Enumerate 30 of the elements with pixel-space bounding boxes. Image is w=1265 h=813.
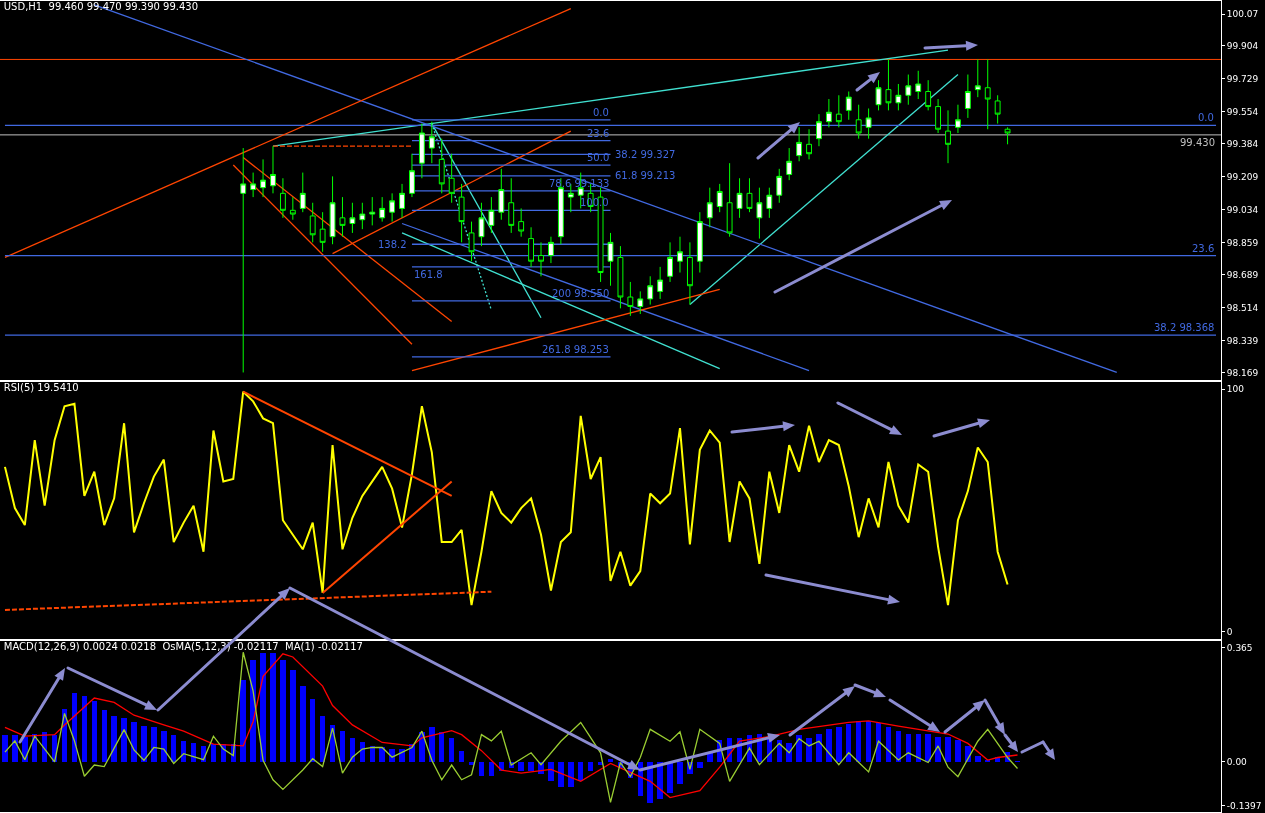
chart-title: USD,H1 99.460 99.470 99.390 99.430 [3,1,199,12]
y-tick-label: 99.384 [1226,138,1259,149]
y-tick-label: 0.00 [1226,757,1248,768]
y-tick-label: 99.729 [1226,73,1259,84]
series-label: 261.8 98.253 [542,344,609,355]
y-tick-label: 98.689 [1226,269,1259,280]
series-label: 138.2 [378,239,407,250]
y-tick-label: 99.209 [1226,171,1259,182]
ref-line-label: 99.430 [1180,137,1215,148]
series-label: 161.8 [414,269,443,280]
series-label: 0.0 [593,107,609,118]
y-tick-label: 98.339 [1226,335,1259,346]
series-label: 61.8 99.213 [615,170,676,181]
y-tick-label: 98.514 [1226,302,1259,313]
series-label: 23.6 [587,128,610,139]
y-tick-label: 100.07 [1226,9,1259,20]
y-tick-label: 0 [1226,626,1233,637]
y-tick-label: 99.904 [1226,40,1259,51]
chart-title: RSI(5) 19.5410 [3,382,79,393]
series-label: 38.2 98.368 [1154,322,1215,333]
y-tick-label: 98.169 [1226,367,1259,378]
y-tick-label: 0.365 [1226,642,1253,653]
y-tick-label: 99.554 [1226,106,1259,117]
y-tick-label: 99.034 [1226,204,1259,215]
series-label: 23.6 [1192,243,1215,254]
y-tick-label: 98.859 [1226,237,1259,248]
series-label: 0.0 [1198,112,1214,123]
y-tick-label: 100 [1226,384,1245,395]
series-label: 38.2 99.327 [615,149,676,160]
y-tick-label: -0.1397 [1226,800,1262,811]
